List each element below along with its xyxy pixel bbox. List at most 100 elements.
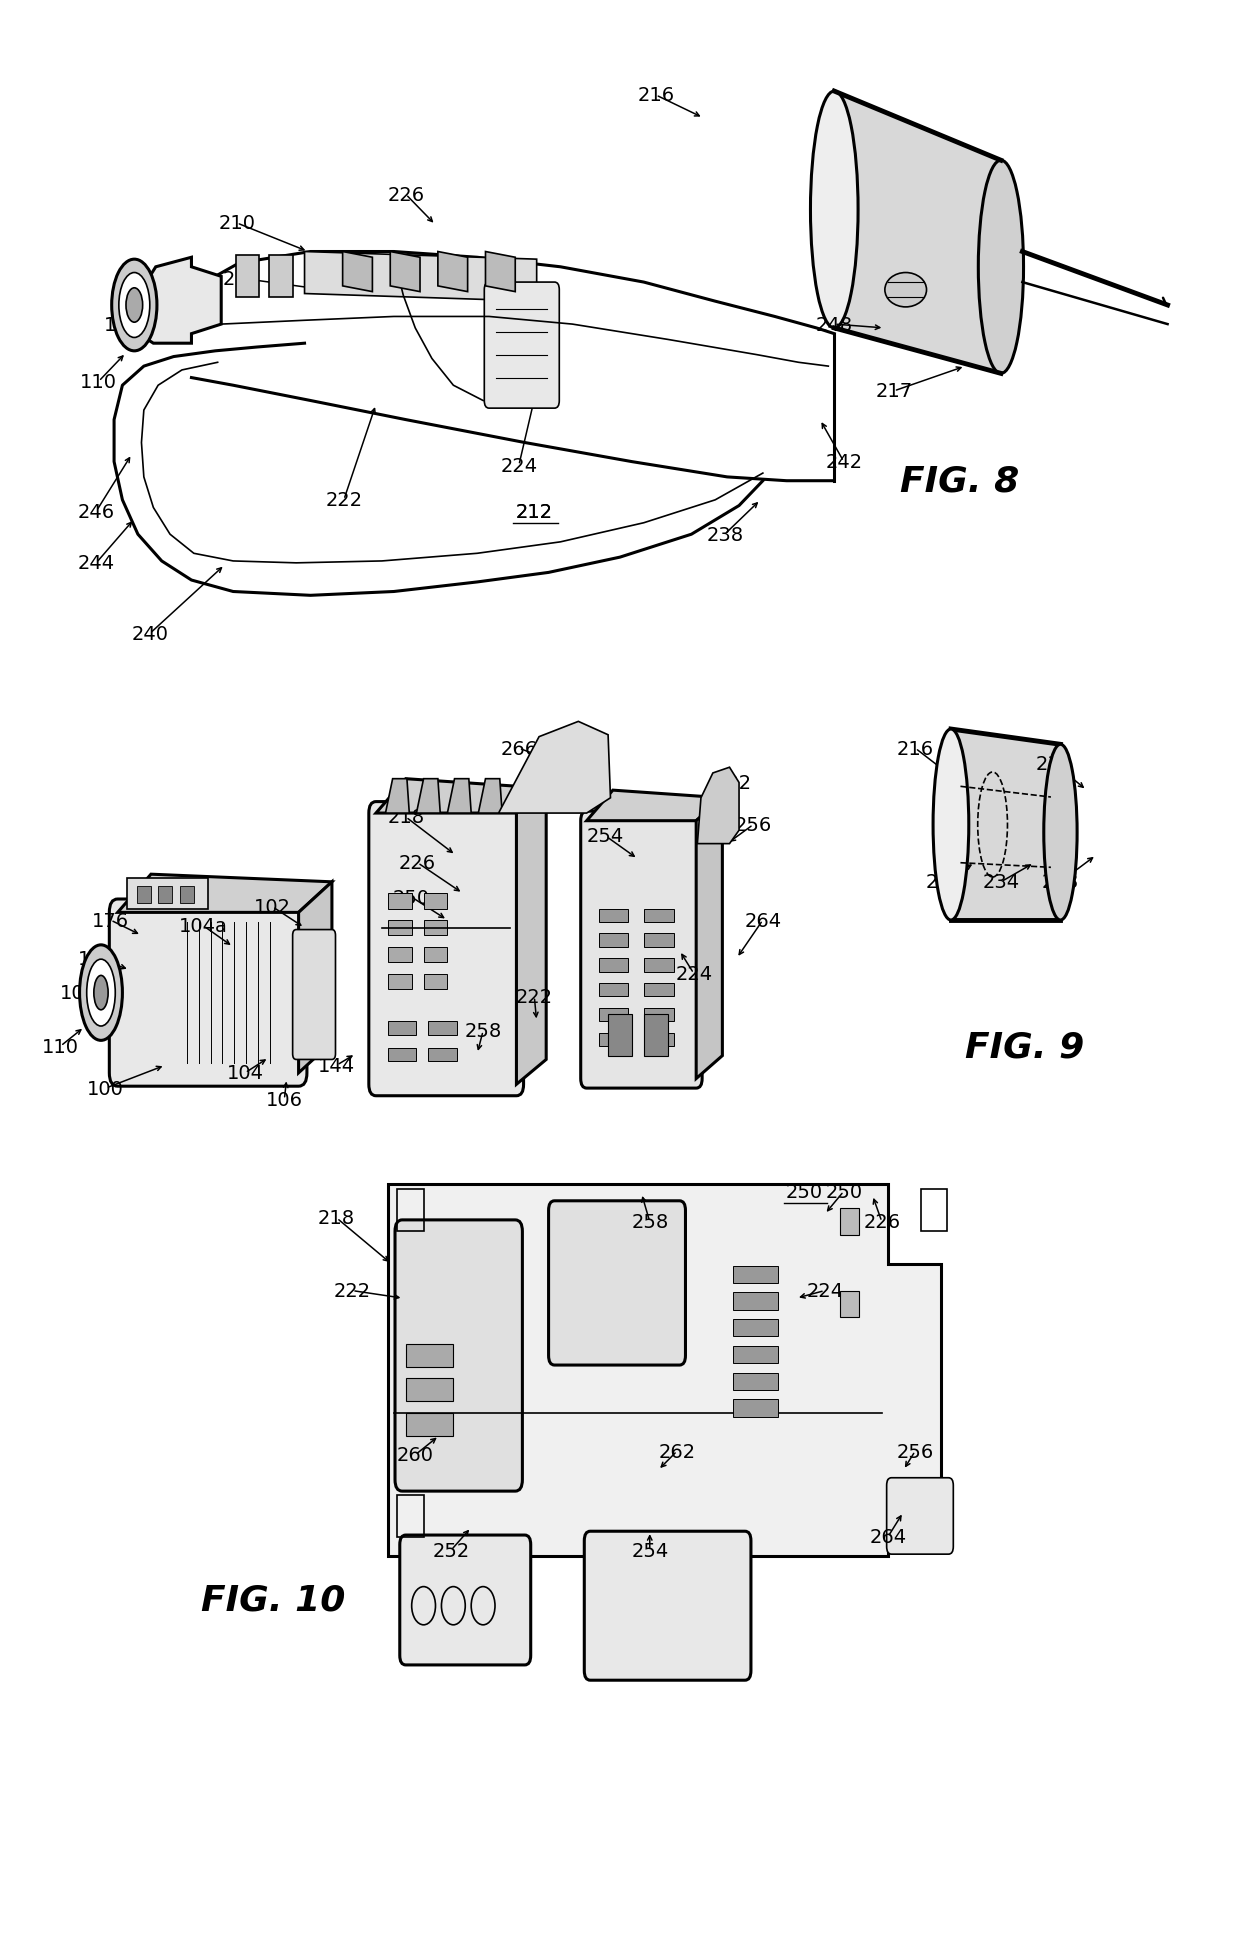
Ellipse shape (932, 730, 968, 921)
Ellipse shape (1044, 744, 1078, 921)
Bar (599, 910, 629, 923)
Text: 238: 238 (707, 526, 743, 543)
Text: 246: 246 (78, 503, 115, 522)
Bar (599, 958, 629, 972)
Bar (136, 886, 151, 904)
Polygon shape (299, 882, 332, 1073)
Bar (644, 958, 673, 972)
Bar (599, 1032, 629, 1046)
Text: 106: 106 (265, 1091, 303, 1110)
Text: 212: 212 (516, 503, 553, 522)
Bar (428, 1021, 456, 1034)
Polygon shape (486, 253, 516, 292)
Text: 252: 252 (433, 1541, 470, 1560)
Text: 110: 110 (42, 1036, 79, 1056)
Polygon shape (118, 875, 332, 914)
Text: 100: 100 (87, 1079, 124, 1099)
Text: 108: 108 (60, 984, 97, 1003)
Bar (424, 921, 448, 935)
Text: 242: 242 (826, 452, 862, 471)
Bar (428, 1048, 456, 1062)
Text: 224: 224 (500, 456, 537, 475)
Text: 102: 102 (254, 898, 291, 918)
Bar (644, 984, 673, 997)
Text: 232: 232 (714, 773, 751, 793)
Text: 110: 110 (81, 372, 117, 392)
Bar (733, 1373, 779, 1391)
Ellipse shape (87, 960, 115, 1027)
Bar (733, 1266, 779, 1284)
Ellipse shape (885, 273, 926, 308)
Bar (841, 1210, 859, 1235)
Text: 218: 218 (387, 808, 424, 828)
Text: 264: 264 (869, 1527, 906, 1547)
Text: 174: 174 (78, 949, 115, 968)
Ellipse shape (811, 92, 858, 329)
Text: FIG. 9: FIG. 9 (965, 1030, 1085, 1064)
Bar (733, 1293, 779, 1309)
Bar (397, 1190, 424, 1231)
Text: 104a: 104a (179, 918, 228, 935)
Polygon shape (835, 92, 1001, 374)
Bar (921, 1190, 947, 1231)
Ellipse shape (978, 162, 1023, 374)
Text: 250: 250 (393, 888, 430, 908)
Polygon shape (305, 253, 537, 302)
Bar (644, 1032, 673, 1046)
FancyBboxPatch shape (887, 1479, 954, 1555)
Bar (405, 1412, 454, 1436)
Text: 222: 222 (516, 988, 553, 1007)
Text: 217: 217 (875, 382, 913, 401)
Bar (405, 1379, 454, 1403)
Text: 216: 216 (637, 86, 675, 105)
Text: 250: 250 (786, 1182, 823, 1202)
Bar (236, 257, 259, 298)
Bar (841, 1292, 859, 1317)
Bar (388, 894, 412, 910)
Bar (644, 1015, 667, 1056)
FancyBboxPatch shape (584, 1531, 751, 1681)
Polygon shape (697, 768, 739, 843)
FancyBboxPatch shape (368, 803, 523, 1097)
Text: 244: 244 (78, 553, 115, 573)
Text: 258: 258 (631, 1214, 668, 1231)
Text: 254: 254 (631, 1541, 668, 1560)
Text: 258: 258 (465, 1023, 502, 1040)
Text: 266: 266 (500, 738, 537, 758)
Bar (388, 921, 412, 935)
Text: 218: 218 (223, 269, 260, 288)
Bar (733, 1401, 779, 1416)
Bar (644, 1009, 673, 1021)
Text: 248: 248 (816, 316, 853, 335)
Text: 226: 226 (387, 185, 424, 205)
Text: 240: 240 (131, 625, 169, 643)
Polygon shape (342, 253, 372, 292)
Text: 118: 118 (104, 316, 141, 335)
Text: 230: 230 (1035, 754, 1073, 773)
Text: 222: 222 (325, 491, 362, 510)
FancyBboxPatch shape (399, 1535, 531, 1666)
Polygon shape (386, 779, 409, 814)
Bar (388, 1048, 417, 1062)
Polygon shape (587, 791, 723, 822)
Text: 216: 216 (897, 738, 934, 758)
Bar (733, 1319, 779, 1336)
Bar (644, 910, 673, 923)
Polygon shape (391, 253, 420, 292)
Text: 260: 260 (397, 1445, 434, 1465)
Bar (733, 1346, 779, 1364)
Text: 224: 224 (676, 964, 712, 984)
Polygon shape (448, 779, 471, 814)
Ellipse shape (79, 945, 123, 1040)
Text: 264: 264 (744, 912, 781, 929)
Bar (180, 886, 193, 904)
Polygon shape (417, 779, 440, 814)
Ellipse shape (126, 288, 143, 323)
Bar (424, 974, 448, 990)
FancyBboxPatch shape (485, 282, 559, 409)
Text: 144: 144 (319, 1056, 355, 1075)
Text: 262: 262 (658, 1442, 696, 1461)
Text: 104: 104 (227, 1064, 264, 1083)
Bar (405, 1344, 454, 1367)
Bar (599, 1009, 629, 1021)
